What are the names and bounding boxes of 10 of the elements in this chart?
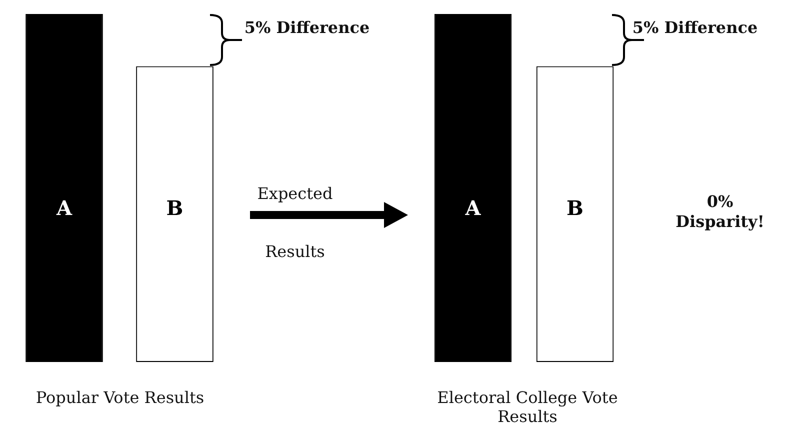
- x-axis-title: Electoral College Vote Results: [436, 388, 619, 426]
- x-tick-label: A: [464, 196, 482, 220]
- text: Expected Results: [257, 184, 333, 261]
- text: 0% Disparity!: [674, 192, 766, 232]
- x-tick-label: B: [566, 196, 584, 220]
- x-tick-label: B: [166, 196, 184, 220]
- text: 5% Difference: [631, 18, 759, 38]
- x-tick-label: A: [55, 196, 72, 220]
- x-axis-title: Popular Vote Results: [34, 388, 206, 407]
- text: 5% Difference: [243, 18, 371, 38]
